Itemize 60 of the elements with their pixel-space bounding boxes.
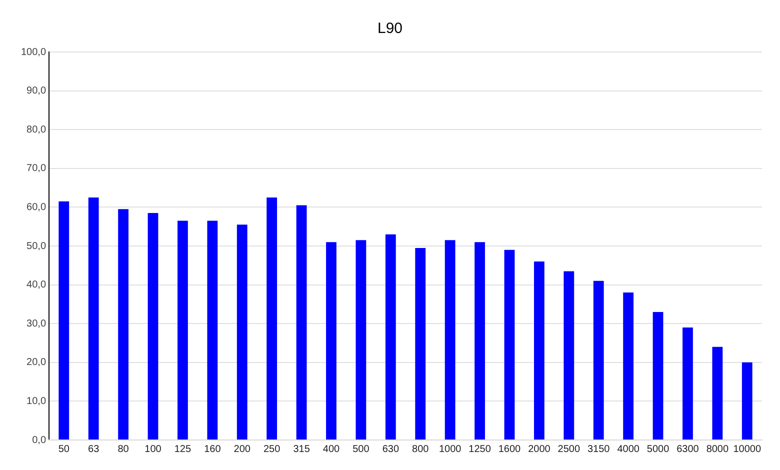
bar: [178, 220, 188, 440]
bar: [682, 327, 693, 440]
bar: [88, 198, 99, 440]
y-tick-label: 0,0: [32, 434, 46, 446]
bar: [236, 224, 248, 440]
y-tick-label: 10,0: [26, 396, 46, 407]
x-tick-label: 2500: [558, 444, 580, 455]
x-tick-label: 50: [58, 444, 70, 455]
chart-title: L90: [377, 20, 403, 38]
bar: [564, 271, 574, 440]
bar: [742, 362, 752, 440]
y-tick-label: 50,0: [26, 240, 46, 252]
bar: [58, 201, 70, 440]
x-tick-label: 63: [88, 444, 100, 455]
x-tick-label: 630: [382, 444, 400, 455]
x-tick-label: 5000: [646, 444, 670, 455]
bar: [207, 220, 218, 440]
x-tick-label: 200: [234, 444, 251, 455]
bar: [593, 280, 604, 440]
x-tick-label: 10000: [733, 444, 762, 455]
y-tick-label: 90,0: [26, 86, 46, 97]
x-tick-label: 160: [204, 444, 222, 455]
bar: [504, 250, 515, 440]
y-tick-label: 20,0: [26, 357, 46, 368]
bar: [326, 242, 336, 440]
bar: [623, 292, 634, 440]
x-tick-label: 1000: [438, 444, 462, 455]
x-tick-label: 3150: [587, 444, 610, 455]
x-tick-label: 80: [118, 444, 130, 455]
y-tick-label: 30,0: [26, 318, 46, 330]
bar: [652, 312, 664, 440]
x-tick-label: 125: [174, 444, 192, 455]
x-tick-label: 2000: [528, 444, 551, 455]
bar: [474, 242, 485, 440]
bar: [266, 198, 278, 440]
y-tick-label: 80,0: [26, 124, 46, 136]
x-tick-label: 1250: [468, 444, 492, 455]
bar: [444, 240, 456, 440]
x-tick-label: 500: [352, 444, 370, 455]
bar: [534, 262, 544, 440]
y-tick-label: 100,0: [20, 46, 46, 58]
y-tick-label: 70,0: [26, 163, 46, 174]
x-tick-label: 315: [293, 444, 310, 455]
x-tick-label: 4000: [617, 444, 640, 455]
bar: [296, 205, 307, 440]
x-tick-label: 250: [263, 444, 281, 455]
bar: [712, 346, 723, 440]
y-tick-label: 40,0: [26, 280, 46, 291]
x-tick-label: 8000: [706, 444, 729, 455]
x-tick-label: 6300: [676, 444, 700, 455]
bar: [356, 240, 366, 440]
x-tick-label: 800: [412, 444, 430, 455]
x-tick-label: 100: [144, 444, 162, 455]
x-tick-label: 1600: [498, 444, 522, 455]
bar: [385, 234, 396, 440]
bar: [118, 209, 128, 440]
x-tick-label: 400: [322, 444, 340, 455]
y-tick-label: 60,0: [26, 202, 46, 213]
bar: [415, 248, 426, 440]
bar: [148, 213, 158, 440]
